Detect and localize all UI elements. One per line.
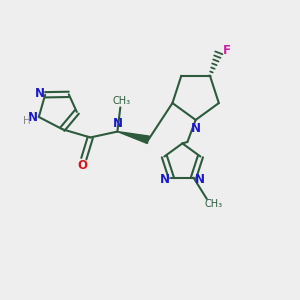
Polygon shape — [117, 132, 149, 143]
Text: N: N — [35, 87, 45, 100]
Text: CH₃: CH₃ — [204, 199, 222, 209]
Text: N: N — [28, 111, 38, 124]
Text: F: F — [223, 44, 231, 57]
Text: N: N — [113, 117, 123, 130]
Text: N: N — [195, 173, 205, 186]
Text: N: N — [190, 122, 201, 135]
Text: CH₃: CH₃ — [113, 96, 131, 106]
Text: N: N — [160, 173, 170, 186]
Text: O: O — [77, 159, 87, 172]
Text: H: H — [22, 116, 30, 125]
